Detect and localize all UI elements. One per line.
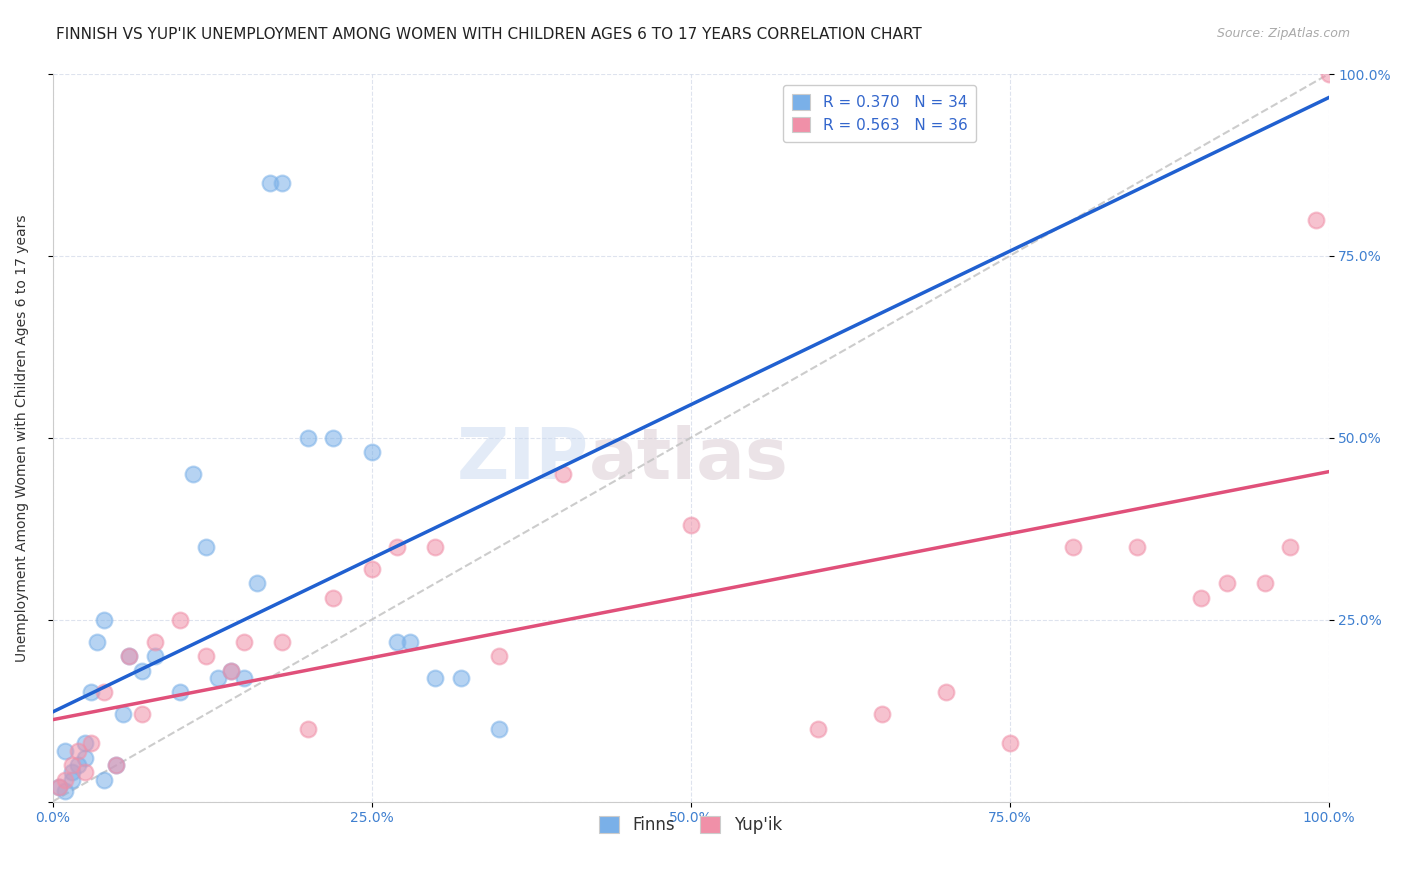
Point (679, 518, 702, 533)
Point (425, 540, 447, 554)
Point (181, 467, 204, 482)
Point (1126, 540, 1149, 554)
Point (807, 722, 830, 736)
Point (118, 648, 141, 663)
Point (86, 634, 108, 648)
Point (80, 736, 103, 750)
Point (1279, 540, 1302, 554)
Point (246, 576, 269, 591)
Text: FINNISH VS YUP'IK UNEMPLOYMENT AMONG WOMEN WITH CHILDREN AGES 6 TO 17 YEARS CORR: FINNISH VS YUP'IK UNEMPLOYMENT AMONG WOM… (56, 27, 922, 42)
Point (551, 467, 574, 482)
Point (219, 664, 242, 678)
Point (322, 431, 344, 445)
Point (385, 634, 408, 648)
Point (73, 765, 96, 780)
Point (169, 685, 191, 699)
Point (73, 751, 96, 765)
Point (233, 634, 256, 648)
Point (60, 765, 83, 780)
Point (425, 671, 447, 685)
Point (93, 613, 115, 627)
Point (53, 772, 76, 787)
Point (488, 648, 510, 663)
Point (1189, 591, 1212, 605)
Legend: Finns, Yup'ik: Finns, Yup'ik (589, 806, 792, 844)
Point (143, 634, 166, 648)
Point (118, 648, 141, 663)
Point (131, 707, 153, 722)
Text: Source: ZipAtlas.com: Source: ZipAtlas.com (1216, 27, 1350, 40)
Point (219, 664, 242, 678)
Point (67, 758, 90, 772)
Point (998, 736, 1021, 750)
Point (207, 671, 229, 685)
Point (870, 707, 893, 722)
Point (48, 780, 70, 794)
Point (93, 685, 115, 699)
Y-axis label: Unemployment Among Women with Children Ages 6 to 17 years: Unemployment Among Women with Children A… (15, 214, 30, 662)
Point (297, 722, 319, 736)
Point (360, 562, 382, 576)
Point (105, 758, 128, 772)
Point (93, 772, 115, 787)
Text: atlas: atlas (589, 425, 789, 494)
Text: ZIP: ZIP (457, 425, 589, 494)
Point (67, 744, 90, 758)
Point (53, 783, 76, 797)
Point (60, 758, 83, 772)
Point (259, 176, 281, 190)
Point (1317, 67, 1340, 81)
Point (233, 671, 256, 685)
Point (60, 772, 83, 787)
Point (1062, 540, 1084, 554)
Point (194, 540, 217, 554)
Point (271, 176, 294, 190)
Point (194, 648, 217, 663)
Point (48, 780, 70, 794)
Point (1305, 212, 1327, 227)
Point (111, 707, 134, 722)
Point (53, 744, 76, 758)
Point (297, 431, 319, 445)
Point (488, 722, 510, 736)
Point (143, 648, 166, 663)
Point (271, 634, 294, 648)
Point (105, 758, 128, 772)
Point (360, 445, 382, 459)
Point (131, 664, 153, 678)
Point (399, 634, 422, 648)
Point (450, 671, 472, 685)
Point (73, 736, 96, 750)
Point (322, 591, 344, 605)
Point (1215, 576, 1237, 591)
Point (1254, 576, 1277, 591)
Point (169, 613, 191, 627)
Point (80, 685, 103, 699)
Point (385, 540, 408, 554)
Point (935, 685, 957, 699)
